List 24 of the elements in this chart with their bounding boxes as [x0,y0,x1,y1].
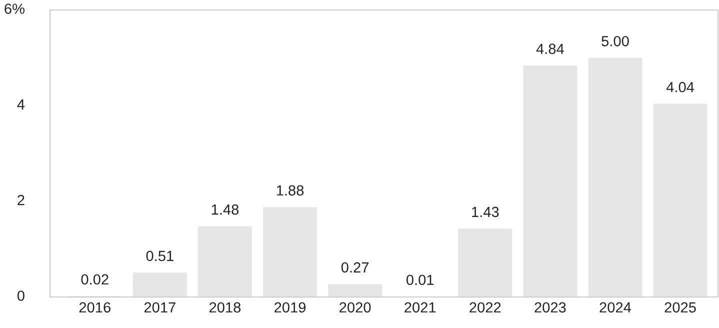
x-tick-label: 2020 [340,302,371,313]
data-label: 0.27 [341,262,369,273]
y-tick-label: 6% [4,4,24,14]
x-tick-label: 2024 [600,302,632,313]
data-label: 0.01 [406,274,434,286]
x-tick-label: 2017 [144,302,176,313]
data-label: 4.84 [536,44,564,54]
x-tick-label: 2019 [274,302,306,313]
data-label: 5.00 [602,36,629,46]
x-tick-label: 2023 [534,302,566,313]
x-tick-label: 2025 [664,302,696,313]
data-label: 0.02 [81,274,108,285]
x-tick-label: 2016 [79,302,110,313]
data-label: 1.43 [472,206,499,218]
data-label: 1.48 [212,204,239,215]
y-tick-label: 2 [18,194,24,206]
x-tick-label: 2022 [470,302,501,313]
data-label: 0.51 [146,250,174,262]
data-label: 1.88 [276,185,304,196]
data-label: 4.04 [666,82,694,92]
x-tick-label: 2021 [404,302,436,313]
y-tick-label: 4 [17,99,25,110]
y-tick-label: 0 [17,290,24,301]
x-tick-label: 2018 [209,302,241,313]
